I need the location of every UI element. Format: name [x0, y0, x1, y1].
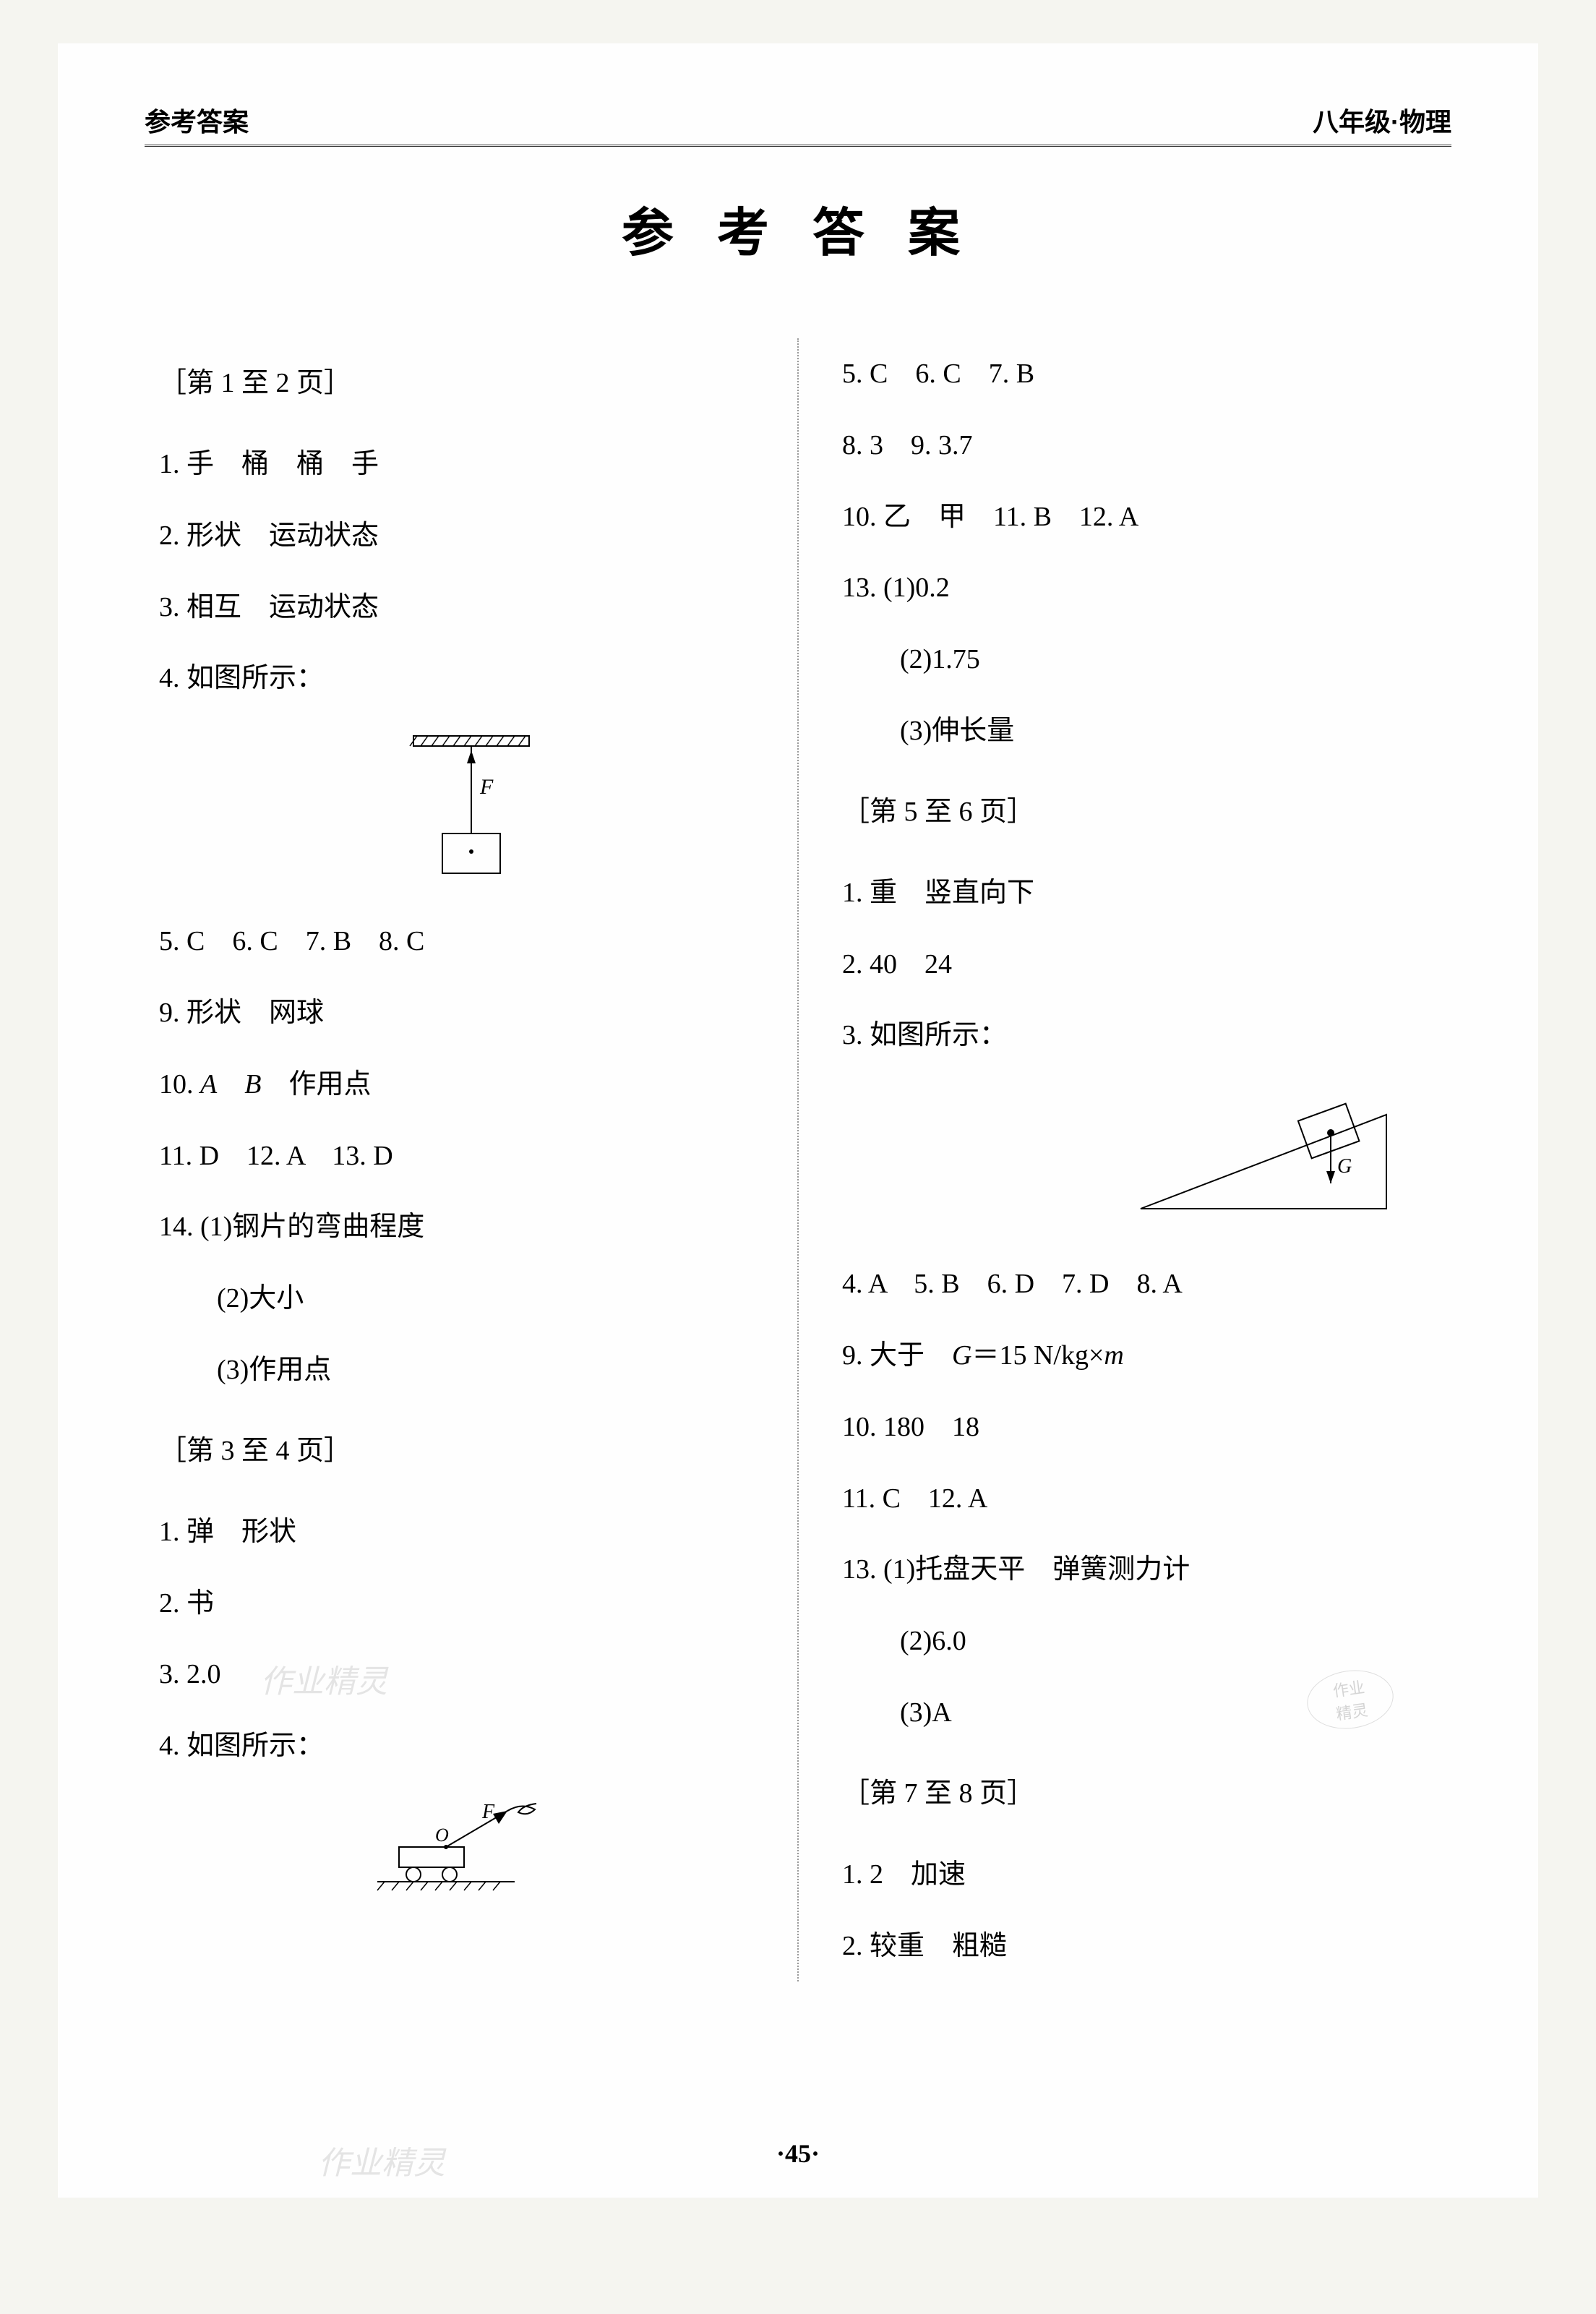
svg-text:F: F — [479, 775, 494, 799]
answer-item: 9. 形状 网球 — [159, 977, 754, 1049]
section-header-p3-4: ［第 3 至 4 页］ — [159, 1428, 754, 1467]
svg-text:F: F — [481, 1801, 495, 1823]
answer-item: 11. C 12. A — [842, 1463, 1437, 1535]
section-header-p7-8: ［第 7 至 8 页］ — [842, 1770, 1437, 1810]
answer-sub-item: (2)6.0 — [842, 1606, 1437, 1677]
page-container: 参考答案 八年级·物理 参 考 答 案 ［第 1 至 2 页］ 1. 手 桶 桶… — [58, 43, 1538, 2198]
answer-item: 14. (1)钢片的弯曲程度 — [159, 1191, 754, 1263]
answer-item: 9. 大于 G＝15 N/kg×m — [842, 1320, 1437, 1392]
page-number: ·45· — [776, 2138, 820, 2169]
answer-item: 10. A B 作用点 — [159, 1049, 754, 1120]
answer-item: 5. C 6. C 7. B 8. C — [159, 906, 754, 977]
answer-item: 3. 相互 运动状态 — [159, 572, 754, 643]
stamp-line2: 精灵 — [1334, 1697, 1369, 1725]
answer-item: 1. 2 加速 — [842, 1839, 1437, 1911]
answer-sub-item: (3)伸长量 — [842, 695, 1437, 767]
incline-svg: G — [1119, 1086, 1408, 1223]
answer-item: 8. 3 9. 3.7 — [842, 410, 1437, 481]
hanging-box-svg: F — [348, 729, 565, 880]
header-right-text: 八年级·物理 — [1313, 101, 1451, 139]
answer-item: 2. 形状 运动状态 — [159, 500, 754, 572]
page-header: 参考答案 八年级·物理 — [145, 101, 1451, 147]
answer-sub-item: (3)作用点 — [159, 1334, 754, 1406]
answer-item: 2. 40 24 — [842, 929, 1437, 1000]
answer-item: 1. 弹 形状 — [159, 1496, 754, 1568]
right-column: 5. C 6. C 7. B 8. 3 9. 3.7 10. 乙 甲 11. B… — [799, 338, 1451, 1981]
main-title: 参 考 答 案 — [145, 190, 1451, 266]
answer-item: 2. 较重 粗糙 — [842, 1911, 1437, 1982]
answer-item: 10. 乙 甲 11. B 12. A — [842, 481, 1437, 553]
answer-item: 11. D 12. A 13. D — [159, 1120, 754, 1192]
answer-item: 1. 手 桶 桶 手 — [159, 429, 754, 500]
watermark-text: 作业精灵 — [318, 2137, 445, 2183]
answer-sub-item: (2)大小 — [159, 1263, 754, 1334]
left-column: ［第 1 至 2 页］ 1. 手 桶 桶 手 2. 形状 运动状态 3. 相互 … — [145, 338, 799, 1981]
figure-incline: G — [842, 1086, 1437, 1227]
answer-item: 10. 180 18 — [842, 1392, 1437, 1463]
answer-item: 3. 2.0 — [159, 1639, 754, 1710]
answer-item: 13. (1)托盘天平 弹簧测力计 — [842, 1534, 1437, 1606]
formula: G — [952, 1340, 971, 1371]
formula-var: m — [1104, 1340, 1123, 1371]
answer-item: 4. 如图所示： — [159, 1710, 754, 1782]
figure-cart-force: O F — [159, 1796, 754, 1901]
figure-hanging-box: F — [159, 729, 754, 884]
answer-item: 4. A 5. B 6. D 7. D 8. A — [842, 1248, 1437, 1320]
section-header-p5-6: ［第 5 至 6 页］ — [842, 789, 1437, 828]
content-columns: ［第 1 至 2 页］ 1. 手 桶 桶 手 2. 形状 运动状态 3. 相互 … — [145, 338, 1451, 1981]
section-wrapper: ［第 5 至 6 页］ 作业 精灵 — [842, 789, 1437, 828]
answer-item: 13. (1)0.2 — [842, 552, 1437, 624]
answer-sub-item: (2)1.75 — [842, 624, 1437, 695]
svg-text:O: O — [435, 1825, 449, 1846]
answer-prefix: 9. 大于 — [842, 1340, 952, 1371]
section-header-p1-2: ［第 1 至 2 页］ — [159, 360, 754, 400]
header-left-text: 参考答案 — [145, 101, 249, 139]
answer-item: 2. 书 — [159, 1568, 754, 1640]
answer-item: 4. 如图所示： — [159, 643, 754, 714]
svg-text:G: G — [1337, 1155, 1352, 1178]
answer-item: 1. 重 竖直向下 — [842, 857, 1437, 929]
answer-item: 5. C 6. C 7. B — [842, 338, 1437, 410]
answer-item: 3. 如图所示： — [842, 1000, 1437, 1071]
cart-svg: O F — [341, 1796, 572, 1898]
